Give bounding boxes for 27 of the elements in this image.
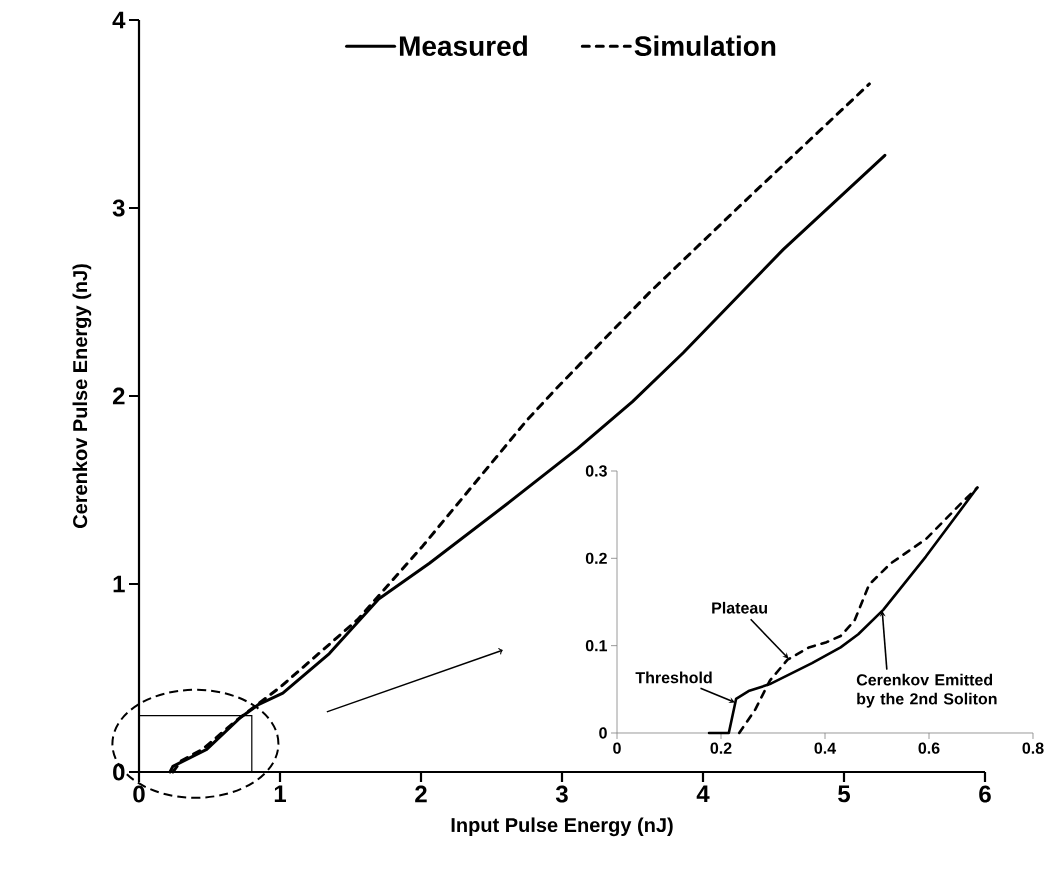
x-tick-label: 3 (555, 785, 568, 803)
y-tick-label: 2 (112, 387, 125, 405)
annotation: Cerenkov Emitted by the 2nd Soliton (856, 673, 997, 708)
x-tick-label: 0.2 (710, 742, 732, 754)
x-tick-label: 0 (133, 785, 145, 803)
legend-label: Simulation (634, 35, 776, 57)
x-tick-label: 2 (415, 785, 427, 803)
y-tick-label: 4 (112, 11, 126, 29)
y-tick-label: 3 (112, 199, 125, 217)
x-tick-label: 0.4 (814, 742, 837, 754)
x-axis-title: Input Pulse Energy (nJ) (451, 817, 673, 837)
y-tick-label: 0 (599, 727, 607, 739)
x-tick-label: 0.6 (918, 742, 940, 754)
x-tick-label: 1 (274, 785, 286, 803)
y-tick-label: 0.3 (585, 465, 607, 477)
x-tick-label: 5 (838, 785, 850, 803)
x-tick-label: 0.8 (1022, 742, 1044, 754)
y-tick-label: 0.1 (585, 639, 608, 652)
y-tick-label: 1 (113, 575, 125, 593)
annotation: Threshold (635, 671, 712, 684)
annotation: Plateau (712, 601, 767, 614)
x-tick-label: 6 (979, 785, 991, 803)
y-axis-title: Cerenkov Pulse Energy (nJ) (72, 264, 92, 528)
legend-label: Measured (399, 35, 527, 57)
y-tick-label: 0.2 (585, 552, 607, 564)
x-tick-label: 0 (613, 742, 621, 754)
x-tick-label: 4 (696, 785, 710, 803)
